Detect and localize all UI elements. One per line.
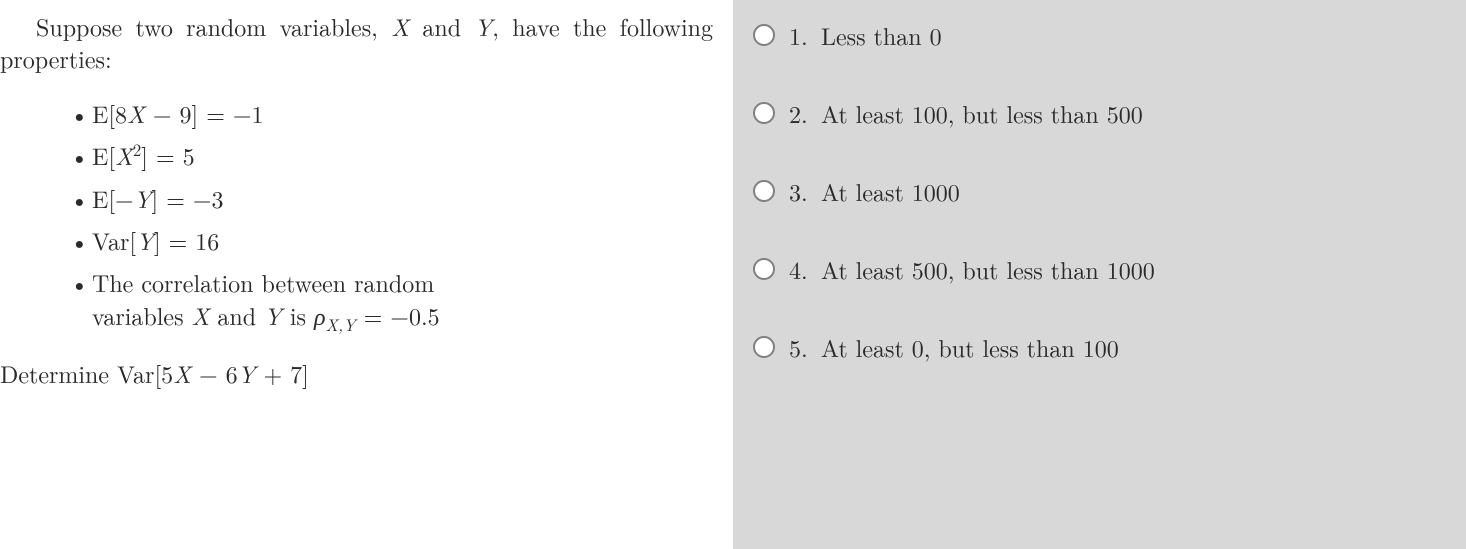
prop-text: E[− bbox=[92, 181, 134, 215]
answers-panel: 1. Less than 0 2. At least 100, but less… bbox=[733, 0, 1466, 549]
property-item: E[X2] = 5 bbox=[70, 139, 713, 171]
property-item: Var[Y] = 16 bbox=[70, 224, 713, 256]
prop-var: X bbox=[127, 96, 145, 130]
answer-option-2[interactable]: 2. At least 100, but less than 500 bbox=[753, 96, 1446, 130]
radio-icon[interactable] bbox=[753, 102, 775, 124]
prop-var: Y bbox=[134, 181, 152, 215]
option-text: At least 1000 bbox=[821, 174, 960, 208]
properties-list: E[8X − 9] = −1 E[X2] = 5 E[−Y] = −3 Var[… bbox=[70, 97, 713, 331]
prop-text: ] = 5 bbox=[141, 138, 194, 172]
option-text: At least 0, but less than 100 bbox=[821, 330, 1119, 364]
answer-option-5[interactable]: 5. At least 0, but less than 100 bbox=[753, 330, 1446, 364]
prop-text: is bbox=[282, 298, 314, 332]
answer-option-1[interactable]: 1. Less than 0 bbox=[753, 18, 1446, 52]
prop-text: ] = 16 bbox=[154, 223, 219, 257]
answer-option-4[interactable]: 4. At least 500, but less than 1000 bbox=[753, 252, 1446, 286]
property-item: The correlation between random variables… bbox=[70, 266, 713, 331]
option-text: Less than 0 bbox=[821, 18, 942, 52]
prop-var: X bbox=[192, 298, 210, 332]
variable-y: Y bbox=[474, 9, 492, 43]
final-text: − 6 bbox=[191, 356, 238, 390]
prop-text: = −0.5 bbox=[356, 298, 440, 332]
prop-text: Var[ bbox=[92, 223, 136, 257]
variable-x: X bbox=[391, 9, 409, 43]
property-item: E[8X − 9] = −1 bbox=[70, 97, 713, 129]
prop-text: variables bbox=[92, 298, 192, 332]
prop-var: Y bbox=[136, 223, 154, 257]
question-intro: Suppose two random variables, X and Y, h… bbox=[0, 10, 713, 75]
final-text: + 7] bbox=[255, 356, 308, 390]
question-panel: Suppose two random variables, X and Y, h… bbox=[0, 0, 733, 549]
prop-text: E[ bbox=[92, 138, 115, 172]
prop-var: Y bbox=[264, 298, 282, 332]
option-number: 4. bbox=[789, 252, 811, 286]
option-number: 5. bbox=[789, 330, 811, 364]
option-number: 1. bbox=[789, 18, 811, 52]
prop-text: − 9] = −1 bbox=[145, 96, 264, 130]
prop-text: The correlation between random bbox=[92, 265, 434, 299]
property-item: E[−Y] = −3 bbox=[70, 182, 713, 214]
intro-text: Suppose two random variables, bbox=[36, 9, 391, 43]
answer-option-3[interactable]: 3. At least 1000 bbox=[753, 174, 1446, 208]
radio-icon[interactable] bbox=[753, 180, 775, 202]
option-number: 3. bbox=[789, 174, 811, 208]
option-number: 2. bbox=[789, 96, 811, 130]
question-final: Determine Var[5X − 6Y + 7] bbox=[0, 357, 713, 389]
prop-text: ] = −3 bbox=[152, 181, 224, 215]
radio-icon[interactable] bbox=[753, 258, 775, 280]
prop-text: E[8 bbox=[92, 96, 127, 130]
rho-sub: X,Y bbox=[326, 312, 356, 336]
radio-icon[interactable] bbox=[753, 336, 775, 358]
prop-var: X bbox=[115, 138, 133, 172]
radio-icon[interactable] bbox=[753, 24, 775, 46]
final-text: Determine Var[5 bbox=[0, 356, 173, 390]
variable-y: Y bbox=[238, 356, 256, 390]
option-text: At least 100, but less than 500 bbox=[821, 96, 1143, 130]
rho-symbol: ρ bbox=[314, 298, 326, 332]
prop-text: and bbox=[209, 298, 264, 332]
option-text: At least 500, but less than 1000 bbox=[821, 252, 1155, 286]
intro-text: and bbox=[409, 9, 474, 43]
variable-x: X bbox=[173, 356, 191, 390]
